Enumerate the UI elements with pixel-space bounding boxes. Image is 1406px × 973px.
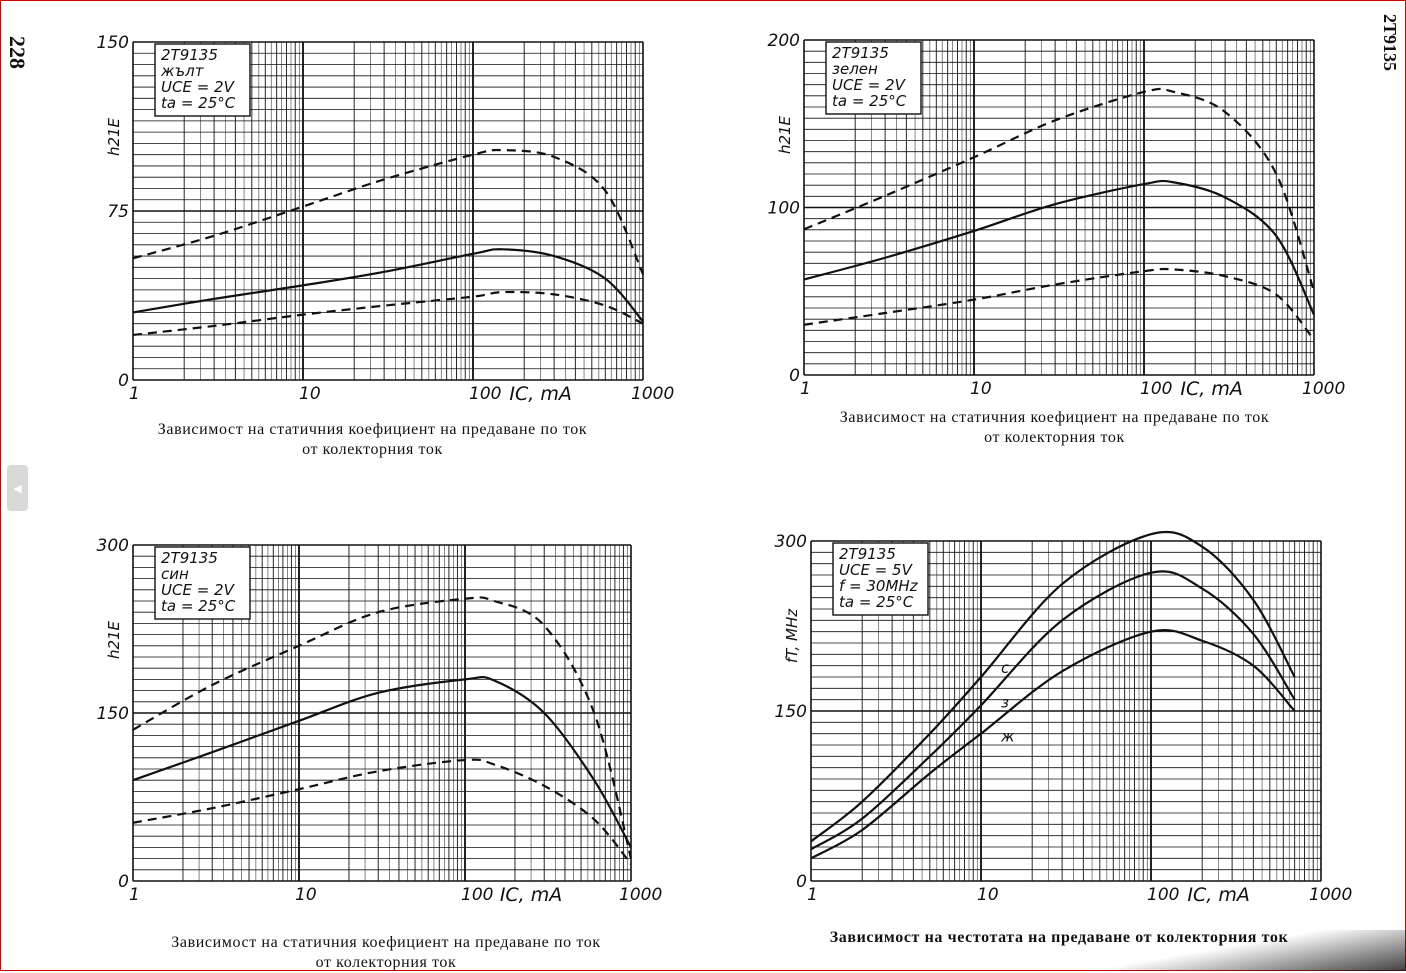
upper-curve — [132, 148, 645, 275]
x-tick-label: 1 — [807, 885, 818, 905]
previous-page-handle[interactable]: ◀ — [7, 465, 28, 511]
x-tick-label: 10 — [295, 885, 317, 905]
y-tick-label: 0 — [118, 371, 129, 391]
caption-line: от колекторния ток — [984, 429, 1125, 446]
legend-box — [825, 41, 922, 115]
x-tick-label: 1000 — [1302, 379, 1345, 399]
chevron-left-icon: ◀ — [13, 481, 22, 495]
x-tick-label: 1000 — [1309, 885, 1352, 905]
legend-line: UCE = 2V — [161, 581, 236, 599]
legend-line: жълт — [160, 62, 205, 80]
legend-line: ta = 25°C — [832, 92, 907, 110]
lower-curve — [132, 758, 632, 865]
legend-line: ta = 25°C — [161, 597, 236, 615]
legend-line: f = 30MHz — [839, 577, 919, 595]
x-tick-label: 1000 — [619, 885, 662, 905]
grid — [132, 544, 632, 882]
y-axis-label: h21E — [105, 620, 123, 659]
x-tick-label: 1000 — [631, 384, 674, 404]
y-tick-label: 100 — [768, 199, 800, 219]
caption-chart-3: Зависимост на статичния коефициент на пр… — [102, 933, 670, 973]
y-tick-label: 0 — [118, 872, 129, 892]
typical-curve — [132, 675, 632, 848]
x-tick-label: 1 — [129, 384, 140, 404]
y-tick-label: 300 — [775, 532, 807, 552]
x-tick-label: 10 — [977, 885, 999, 905]
legend-line: 2T9135 — [161, 46, 218, 64]
curve-3 — [810, 629, 1296, 860]
grid — [132, 41, 644, 381]
y-tick-label: 150 — [775, 702, 807, 722]
legend-box — [832, 542, 929, 616]
legend-line: син — [161, 565, 189, 583]
scan-edge-shadow — [1060, 930, 1406, 971]
series-label: ж — [1000, 728, 1015, 746]
y-tick-label: 0 — [789, 366, 800, 386]
y-axis-label: h21E — [105, 117, 123, 156]
curve-2 — [810, 570, 1296, 851]
caption-line: Зависимост на статичния коефициент на пр… — [839, 409, 1270, 426]
x-tick-label: 100 — [469, 384, 501, 404]
caption-line: Зависимост на статичния коефициент на пр… — [171, 934, 601, 951]
legend-line: зелен — [832, 60, 878, 78]
legend-line: 2T9135 — [832, 44, 889, 62]
x-tick-label: 1 — [129, 885, 140, 905]
x-tick-label: 100 — [1147, 885, 1179, 905]
caption-chart-1: Зависимост на статичния коефициент на пр… — [100, 420, 645, 460]
y-tick-label: 150 — [97, 33, 129, 53]
caption-line: от колекторния ток — [302, 441, 443, 458]
x-axis-label: IC, mA — [1180, 378, 1242, 400]
x-tick-label: 10 — [299, 384, 321, 404]
x-tick-label: 100 — [461, 885, 493, 905]
legend-line: 2T9135 — [839, 545, 896, 563]
x-axis-label: IC, mA — [509, 383, 571, 405]
legend-line: ta = 25°C — [161, 94, 236, 112]
upper-curve — [132, 596, 633, 859]
legend-line: UCE = 5V — [839, 561, 914, 579]
y-axis-label: fT, MHz — [783, 608, 801, 663]
y-tick-label: 0 — [796, 872, 807, 892]
typical-curve — [803, 179, 1315, 316]
caption-chart-2: Зависимост на статичния коефициент на пр… — [782, 408, 1327, 448]
legend-line: 2T9135 — [161, 549, 218, 567]
legend-line: UCE = 2V — [832, 76, 907, 94]
x-axis-label: IC, mA — [1187, 884, 1249, 906]
upper-curve — [803, 87, 1316, 292]
caption-line: от колекторния ток — [315, 954, 457, 971]
lower-curve — [132, 290, 644, 337]
legend-box — [154, 43, 251, 117]
typical-curve — [132, 248, 644, 323]
lower-curve — [803, 267, 1315, 341]
caption-line: Зависимост на статичния коефициент на пр… — [157, 421, 588, 438]
series-label: з — [1001, 693, 1009, 711]
legend-line: ta = 25°C — [839, 593, 914, 611]
y-tick-label: 150 — [97, 704, 129, 724]
x-tick-label: 100 — [1140, 379, 1172, 399]
x-axis-label: IC, mA — [500, 884, 562, 906]
legend-box — [154, 546, 251, 620]
x-tick-label: 1 — [800, 379, 811, 399]
x-tick-label: 10 — [970, 379, 992, 399]
series-label: с — [1001, 659, 1010, 677]
y-tick-label: 300 — [97, 536, 129, 556]
y-tick-label: 200 — [768, 31, 800, 51]
y-tick-label: 75 — [107, 202, 129, 222]
y-axis-label: h21E — [776, 115, 794, 154]
curve-1 — [810, 530, 1296, 843]
legend-line: UCE = 2V — [161, 78, 236, 96]
